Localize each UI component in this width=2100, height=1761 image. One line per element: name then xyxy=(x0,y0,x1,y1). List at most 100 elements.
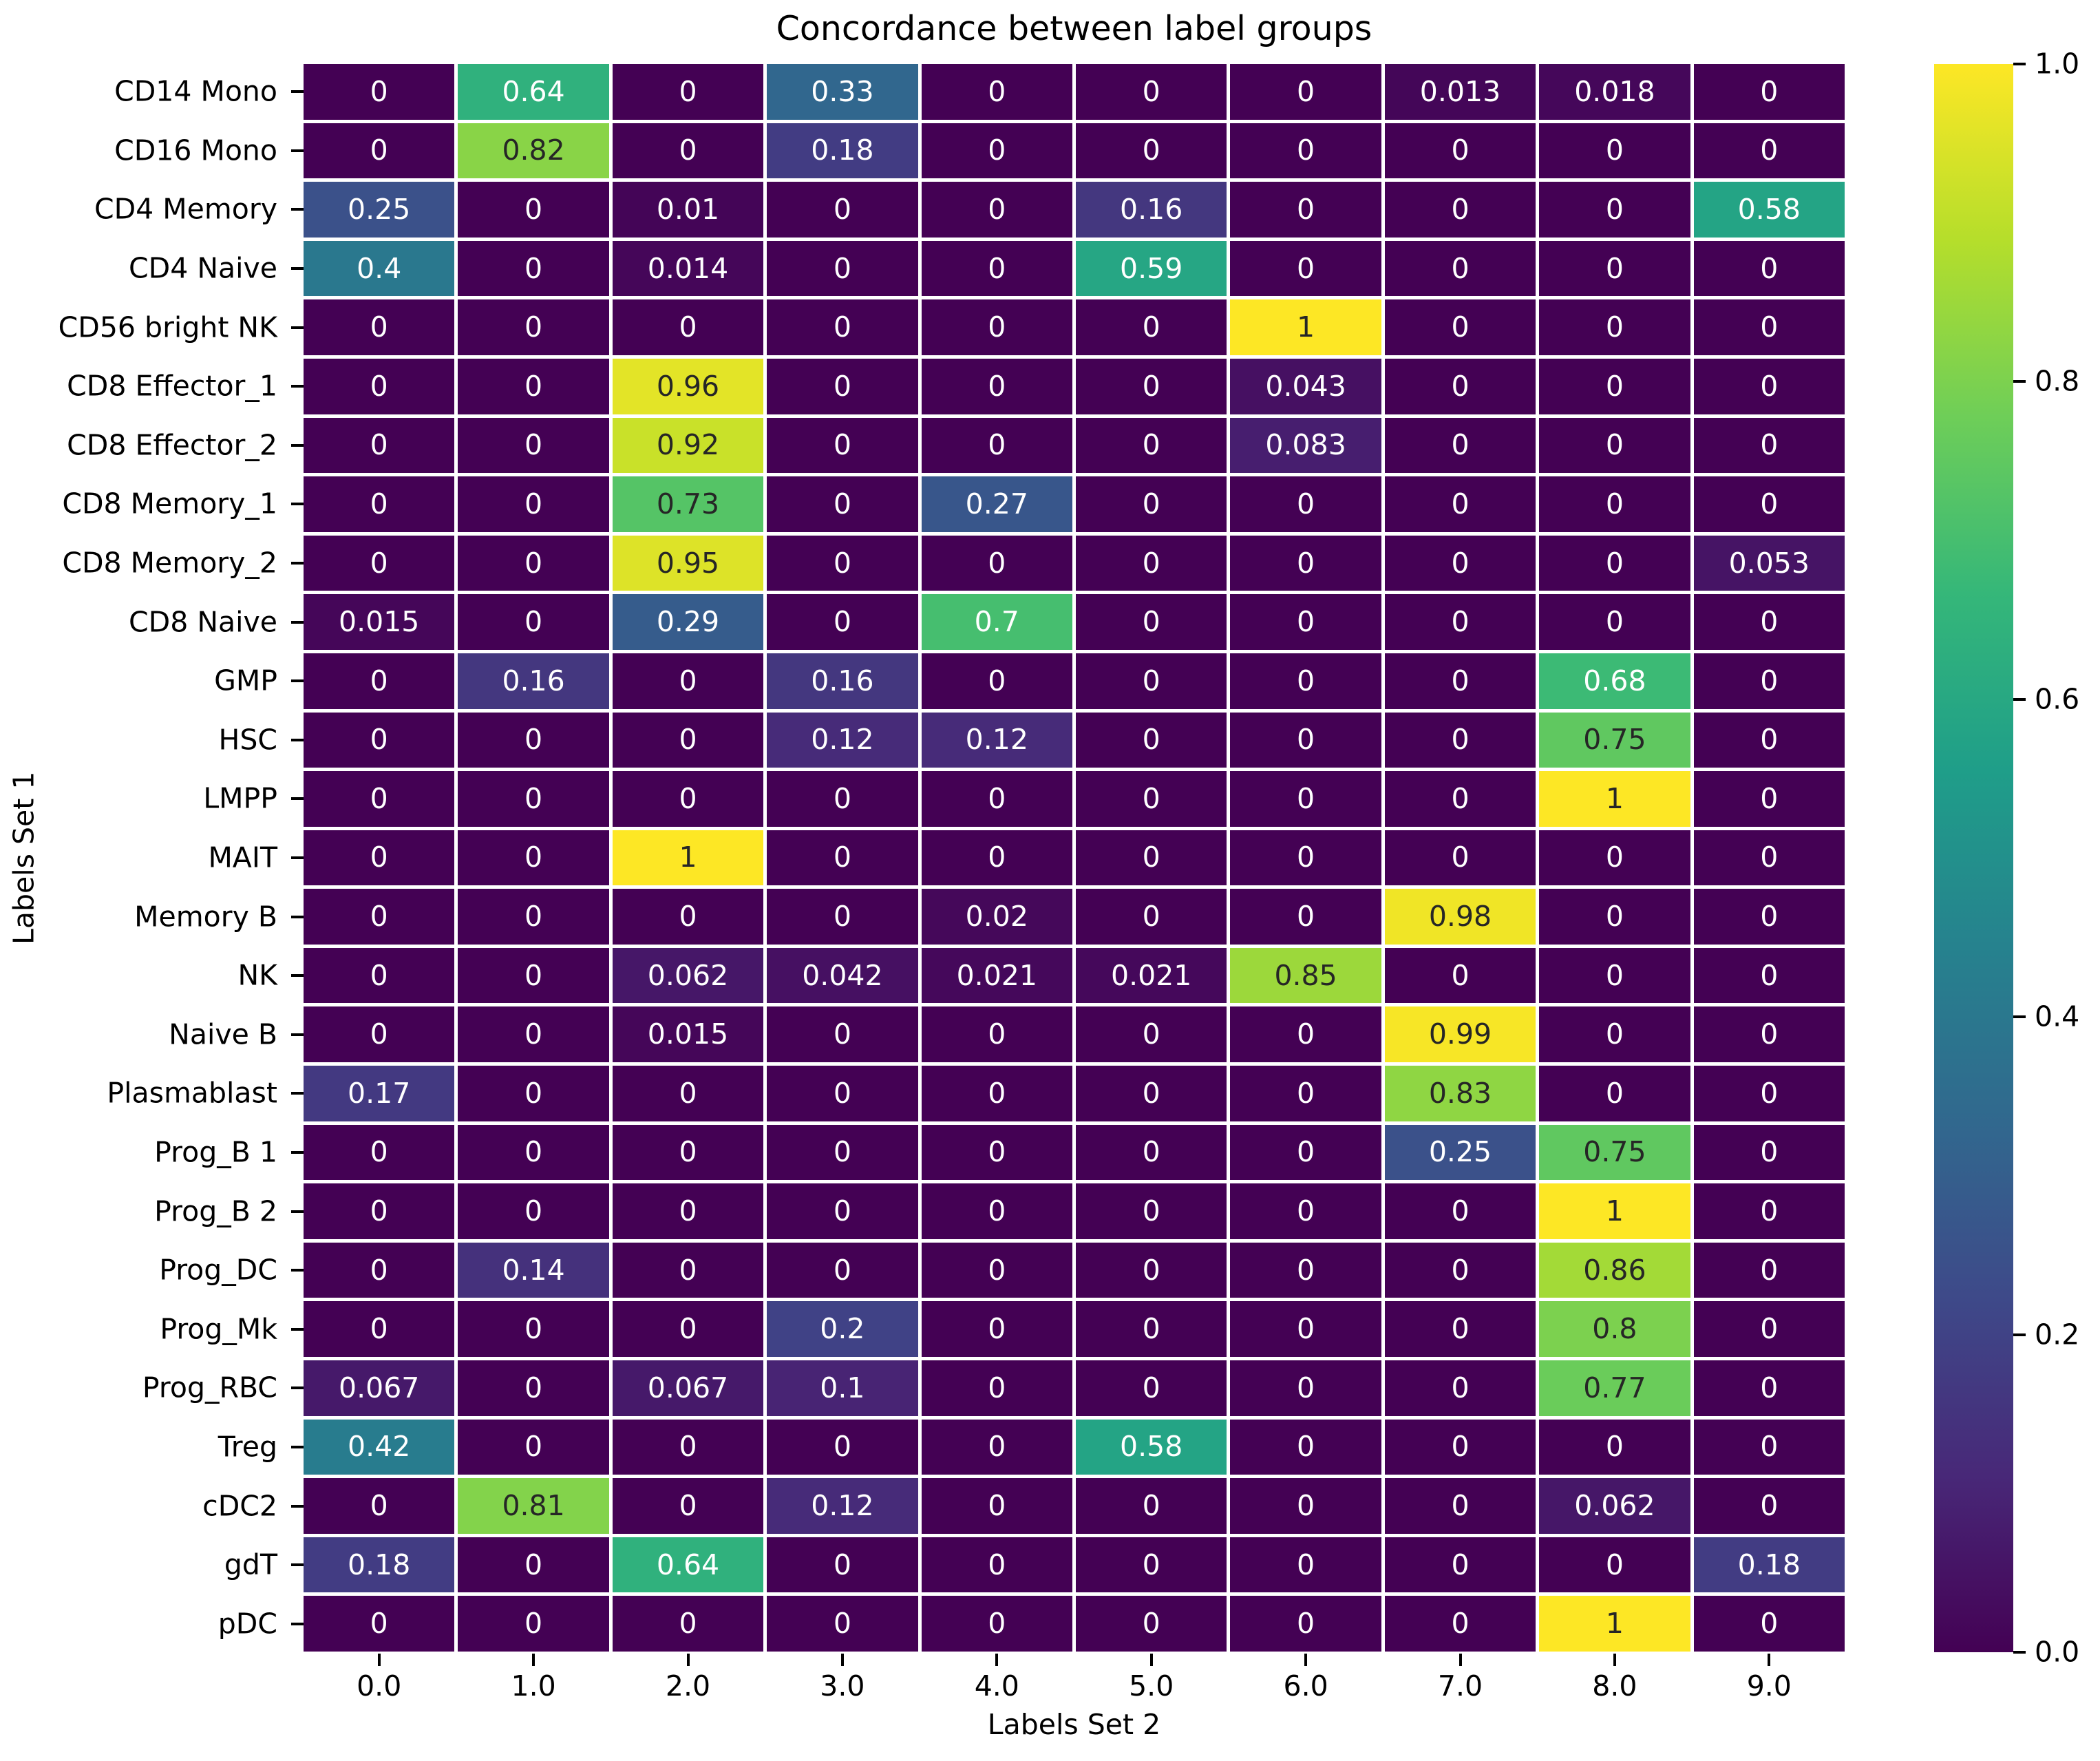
heatmap-cell: 0 xyxy=(1693,594,1845,650)
heatmap-cell: 0 xyxy=(1384,1537,1536,1593)
heatmap-cell: 0 xyxy=(612,1596,764,1652)
heatmap-cell: 0 xyxy=(458,1066,609,1121)
heatmap-cell: 0 xyxy=(921,1419,1072,1475)
heatmap-cell: 0 xyxy=(1230,182,1381,238)
y-tick-mark xyxy=(291,1210,304,1213)
heatmap-cell: 0 xyxy=(1693,1360,1845,1416)
y-tick-mark xyxy=(291,1269,304,1272)
heatmap-cell: 0 xyxy=(1693,1419,1845,1475)
heatmap-cell: 0 xyxy=(1693,889,1845,945)
heatmap-cell: 0.16 xyxy=(458,653,609,709)
y-tick-label: Prog_B 1 xyxy=(154,1135,277,1169)
heatmap-cell: 0 xyxy=(612,889,764,945)
x-tick-mark xyxy=(1613,1654,1616,1666)
x-tick-mark xyxy=(1304,1654,1308,1666)
heatmap-cell: 0 xyxy=(1539,1537,1690,1593)
heatmap-cell: 0 xyxy=(458,889,609,945)
heatmap-cell: 0 xyxy=(458,712,609,768)
heatmap-cell: 0.73 xyxy=(612,476,764,532)
y-tick-mark xyxy=(291,503,304,506)
heatmap-cell: 0 xyxy=(612,771,764,827)
heatmap-cell: 0 xyxy=(921,1478,1072,1534)
x-tick-mark xyxy=(377,1654,381,1666)
y-tick-mark xyxy=(291,1563,304,1567)
heatmap-cell: 0 xyxy=(767,1242,918,1298)
heatmap-cell: 0 xyxy=(1539,889,1690,945)
heatmap-cell: 0.58 xyxy=(1075,1419,1227,1475)
x-tick-label: 9.0 xyxy=(1746,1669,1792,1702)
heatmap-cell: 0 xyxy=(458,1301,609,1358)
y-tick-mark xyxy=(291,1386,304,1390)
heatmap-cell: 0 xyxy=(304,1301,455,1358)
heatmap-cell: 0 xyxy=(304,535,455,591)
heatmap-cell: 0 xyxy=(458,417,609,474)
colorbar-tick-mark xyxy=(2013,63,2026,65)
heatmap-cell: 0 xyxy=(1075,1066,1227,1121)
heatmap-cell: 0 xyxy=(1075,1360,1227,1416)
heatmap-cell: 0 xyxy=(1384,1478,1536,1534)
x-tick-mark xyxy=(995,1654,999,1666)
x-tick-label: 3.0 xyxy=(820,1669,865,1702)
heatmap-cell: 0 xyxy=(1693,947,1845,1004)
x-tick-label: 6.0 xyxy=(1283,1669,1328,1702)
heatmap-cell: 0 xyxy=(1693,1183,1845,1239)
heatmap-cell: 0 xyxy=(1075,1124,1227,1181)
heatmap-cell: 0 xyxy=(458,1183,609,1239)
heatmap-cell: 0 xyxy=(1384,240,1536,297)
y-tick-label: gdT xyxy=(224,1548,277,1581)
y-tick-mark xyxy=(291,974,304,978)
heatmap-cell: 0.98 xyxy=(1384,889,1536,945)
heatmap-cell: 0 xyxy=(921,1124,1072,1181)
heatmap-cell: 0 xyxy=(1075,1006,1227,1063)
heatmap-cell: 0.29 xyxy=(612,594,764,650)
heatmap-cell: 0 xyxy=(767,476,918,532)
heatmap-cell: 0 xyxy=(1539,240,1690,297)
y-tick-label: Prog_Mk xyxy=(160,1312,277,1346)
x-tick-label: 7.0 xyxy=(1437,1669,1483,1702)
heatmap-cell: 0.8 xyxy=(1539,1301,1690,1358)
heatmap-cell: 0.18 xyxy=(304,1537,455,1593)
heatmap-cell: 0 xyxy=(304,358,455,414)
y-tick-mark xyxy=(291,267,304,271)
heatmap-cell: 0 xyxy=(1075,1537,1227,1593)
y-tick-mark xyxy=(291,443,304,447)
heatmap-cell: 0 xyxy=(1075,417,1227,474)
heatmap-cell: 0 xyxy=(1230,830,1381,886)
heatmap-cell: 0 xyxy=(304,1596,455,1652)
heatmap-cell: 0 xyxy=(767,1537,918,1593)
heatmap-cell: 0 xyxy=(458,240,609,297)
heatmap-cell: 0.16 xyxy=(1075,182,1227,238)
heatmap-cell: 0 xyxy=(921,1596,1072,1652)
heatmap-cell: 0 xyxy=(304,1006,455,1063)
heatmap-cell: 1 xyxy=(1230,299,1381,355)
heatmap-cell: 0 xyxy=(1384,123,1536,179)
heatmap-cell: 0 xyxy=(1230,1183,1381,1239)
heatmap-cell: 0 xyxy=(1384,653,1536,709)
heatmap-cell: 0.7 xyxy=(921,594,1072,650)
heatmap-cell: 0.82 xyxy=(458,123,609,179)
heatmap-cell: 0 xyxy=(304,1478,455,1534)
y-tick-label: CD4 Naive xyxy=(129,251,277,285)
heatmap-cell: 0 xyxy=(921,535,1072,591)
heatmap-cell: 0 xyxy=(304,653,455,709)
colorbar-tick-label: 1.0 xyxy=(2035,47,2080,81)
heatmap-cell: 0 xyxy=(1384,1242,1536,1298)
heatmap-cell: 0 xyxy=(1539,830,1690,886)
heatmap-cell: 0 xyxy=(1693,1124,1845,1181)
heatmap-cell: 0 xyxy=(1384,417,1536,474)
heatmap-cell: 0 xyxy=(1693,476,1845,532)
heatmap-cell: 0 xyxy=(1693,653,1845,709)
heatmap-cell: 0 xyxy=(1230,64,1381,120)
heatmap-cell: 0 xyxy=(1384,830,1536,886)
heatmap-cell: 0 xyxy=(304,889,455,945)
heatmap-cell: 0 xyxy=(304,771,455,827)
heatmap-cell: 0.92 xyxy=(612,417,764,474)
y-tick-mark xyxy=(291,1033,304,1036)
colorbar: 0.0 0.2 0.4 0.6 0.8 1.0 xyxy=(1934,48,2079,1667)
heatmap-cell: 0.86 xyxy=(1539,1242,1690,1298)
y-tick-mark xyxy=(291,385,304,388)
heatmap-cell: 0 xyxy=(767,182,918,238)
heatmap-cell: 0.062 xyxy=(1539,1478,1690,1534)
colorbar-tick-label: 0.6 xyxy=(2035,682,2080,716)
